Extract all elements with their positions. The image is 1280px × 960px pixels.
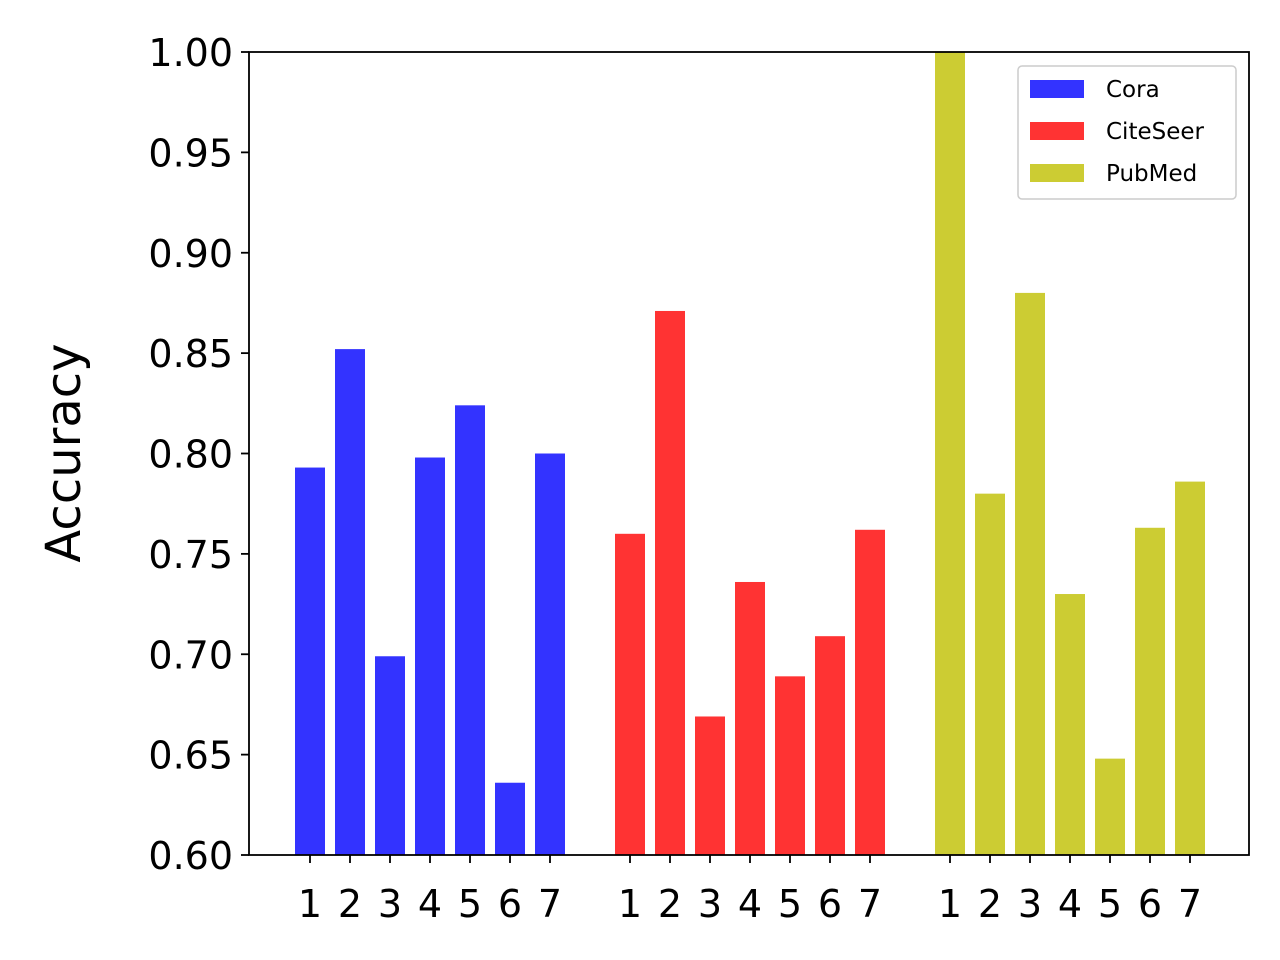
bar-cora-2 — [335, 349, 365, 855]
x-tick-label: 6 — [818, 882, 842, 926]
x-tick-label: 2 — [658, 882, 682, 926]
bar-pubmed-7 — [1175, 481, 1205, 855]
y-tick-label: 0.65 — [148, 734, 233, 778]
x-tick-label: 1 — [938, 882, 962, 926]
x-tick-label: 5 — [1098, 882, 1122, 926]
legend-label-cora: Cora — [1106, 77, 1160, 103]
y-tick-label: 0.85 — [148, 332, 233, 376]
bar-citeseer-3 — [695, 716, 725, 855]
legend-swatch-citeseer — [1030, 122, 1084, 140]
bar-pubmed-4 — [1055, 594, 1085, 855]
y-axis: 0.60 0.65 0.70 0.75 0.80 0.85 0.90 0.95 1.00 — [148, 31, 249, 878]
bar-citeseer-5 — [775, 676, 805, 855]
x-tick-label: 4 — [1058, 882, 1082, 926]
x-tick-label: 7 — [538, 882, 562, 926]
bar-cora-7 — [535, 453, 565, 855]
bar-cora-5 — [455, 405, 485, 855]
bar-citeseer-2 — [655, 310, 685, 855]
bar-cora-6 — [495, 782, 525, 855]
y-axis-title: Accuracy — [36, 343, 92, 562]
y-tick-label: 0.60 — [148, 834, 233, 878]
bar-pubmed-5 — [1095, 758, 1125, 855]
y-tick-label: 1.00 — [148, 31, 233, 75]
legend-label-pubmed: PubMed — [1106, 161, 1197, 187]
bar-pubmed-3 — [1015, 292, 1045, 855]
legend: Cora CiteSeer PubMed — [1017, 65, 1237, 200]
x-tick-label: 1 — [618, 882, 642, 926]
x-tick-label: 2 — [338, 882, 362, 926]
bar-cora-4 — [415, 457, 445, 855]
bar-pubmed-6 — [1135, 527, 1165, 855]
x-tick-label: 7 — [1178, 882, 1202, 926]
y-tick-label: 0.75 — [148, 533, 233, 577]
bar-pubmed-1 — [935, 52, 965, 855]
y-tick-label: 0.70 — [148, 633, 233, 677]
bar-cora-3 — [375, 656, 405, 855]
x-tick-label: 6 — [498, 882, 522, 926]
bar-citeseer-6 — [815, 636, 845, 855]
x-tick-label: 3 — [378, 882, 402, 926]
x-tick-label: 7 — [858, 882, 882, 926]
bar-citeseer-7 — [855, 529, 885, 855]
x-tick-label: 5 — [778, 882, 802, 926]
legend-label-citeseer: CiteSeer — [1106, 119, 1205, 145]
x-tick-label: 6 — [1138, 882, 1162, 926]
bar-citeseer-4 — [735, 581, 765, 855]
x-tick-label: 2 — [978, 882, 1002, 926]
x-tick-label: 5 — [458, 882, 482, 926]
bar-cora-1 — [295, 467, 325, 855]
legend-swatch-pubmed — [1030, 164, 1084, 182]
x-tick-label: 1 — [298, 882, 322, 926]
x-tick-label: 3 — [1018, 882, 1042, 926]
bars — [295, 52, 1205, 855]
y-tick-label: 0.90 — [148, 232, 233, 276]
legend-swatch-cora — [1030, 80, 1084, 98]
bar-pubmed-2 — [975, 493, 1005, 855]
y-tick-label: 0.95 — [148, 131, 233, 175]
bar-citeseer-1 — [615, 533, 645, 855]
y-tick-label: 0.80 — [148, 433, 233, 477]
x-tick-label: 3 — [698, 882, 722, 926]
x-tick-label: 4 — [418, 882, 442, 926]
x-tick-label: 4 — [738, 882, 762, 926]
